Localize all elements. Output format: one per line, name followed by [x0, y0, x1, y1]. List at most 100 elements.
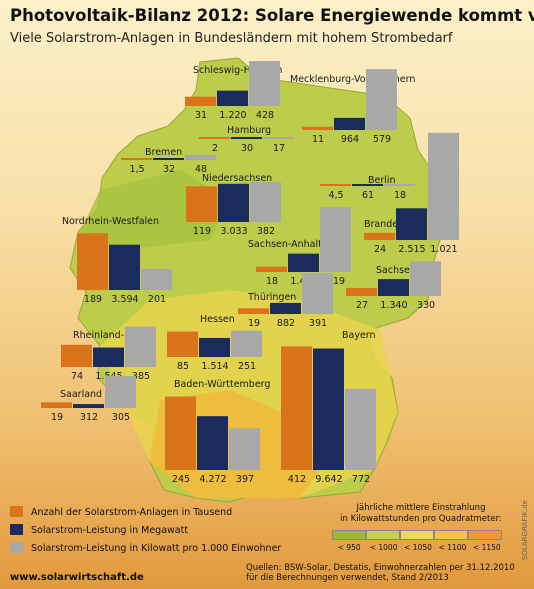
legend-swatch-navy [10, 524, 23, 535]
state-8-bar-1 [288, 253, 319, 272]
irradiation-label-2: < 1050 [404, 543, 432, 552]
state-14-bar-0 [281, 346, 312, 470]
irradiation-label-4: < 1150 [472, 543, 501, 552]
irradiation-title-line1: Jährliche mittlere Einstrahlung [356, 503, 486, 513]
state-7-bar-0 [77, 233, 108, 290]
state-14-bar-1 [313, 348, 344, 470]
state-10-value-0: 19 [248, 318, 260, 329]
irradiation-title-line2: in Kilowattstunden pro Quadratmeter: [340, 514, 502, 524]
state-0-value-2: 428 [256, 110, 274, 121]
state-13-value-1: 312 [80, 412, 98, 423]
state-12-value-2: 385 [132, 371, 150, 382]
state-9-bar-2 [410, 261, 441, 296]
state-5-value-1: 3.033 [220, 226, 247, 237]
legend-entry-power: Solarstrom-Leistung in Megawatt [10, 524, 188, 536]
state-0-bar-0 [185, 96, 216, 106]
state-9-bar-1 [378, 279, 409, 296]
state-6-value-2: 1.021 [430, 244, 457, 255]
state-14-value-0: 412 [288, 474, 306, 485]
state-6-value-0: 24 [374, 244, 386, 255]
sources-line1: Quellen: BSW-Solar, Destatis, Einwohnerz… [246, 563, 515, 573]
state-9-label: Sachsen [376, 265, 416, 276]
state-10-value-2: 391 [309, 318, 327, 329]
website-link[interactable]: www.solarwirtschaft.de [10, 572, 144, 583]
state-1-label: Mecklenburg-Vorpommern [290, 74, 415, 85]
state-14-label: Bayern [342, 330, 376, 341]
state-5-value-2: 382 [257, 226, 275, 237]
state-4-bar-0 [320, 184, 351, 186]
state-2-bar-0 [199, 137, 230, 139]
legend-swatch-gray [10, 542, 23, 553]
state-4-value-2: 18 [394, 190, 406, 201]
state-2-label: Hamburg [227, 125, 271, 136]
state-4-label: Berlin [368, 175, 396, 186]
state-1-bar-2 [366, 69, 397, 130]
state-7-value-1: 3.594 [111, 294, 138, 305]
state-2-bar-1 [231, 137, 262, 139]
state-6-value-1: 2.515 [398, 244, 425, 255]
sources-note: Quellen: BSW-Solar, Destatis, Einwohnerz… [246, 563, 515, 583]
state-15-value-2: 397 [236, 474, 254, 485]
state-11-bar-1 [199, 337, 230, 357]
state-12-bar-2 [125, 326, 156, 367]
state-3-value-1: 32 [163, 164, 175, 175]
state-11-bar-2 [231, 330, 262, 357]
state-2-bar-2 [263, 137, 294, 139]
state-7-value-2: 201 [148, 294, 166, 305]
state-6-bar-1 [396, 208, 427, 240]
bar-groups: Schleswig-Holstein 31 1.220 428 Mecklenburg-… [41, 61, 459, 485]
state-0-value-0: 31 [195, 110, 207, 121]
state-8-value-2: 619 [327, 276, 345, 287]
state-8-label: Sachsen-Anhalt [248, 239, 322, 250]
sources-line2: für die Berechnungen verwendet, Stand 2/… [246, 573, 449, 583]
state-5-bar-0 [186, 186, 217, 222]
state-11-value-0: 85 [177, 361, 189, 372]
state-3-value-0: 1,5 [129, 164, 144, 175]
state-7-bar-2 [141, 268, 172, 290]
state-14-value-2: 772 [352, 474, 370, 485]
state-13-value-0: 19 [51, 412, 63, 423]
state-15-bar-0 [165, 396, 196, 470]
state-3-bar-0 [121, 158, 152, 160]
irradiation-swatch-1 [366, 530, 400, 540]
state-8-bar-2 [320, 207, 351, 272]
state-4-bar-1 [352, 184, 383, 186]
state-13-label: Saarland [60, 389, 102, 400]
state-5-value-0: 119 [193, 226, 211, 237]
state-9-value-0: 27 [356, 300, 368, 311]
legend-swatch-orange [10, 506, 23, 517]
state-11-bar-0 [167, 331, 198, 357]
state-1-bar-0 [302, 126, 333, 130]
state-5-bar-1 [218, 183, 249, 222]
state-5-label: Niedersachsen [202, 173, 272, 184]
state-13-value-2: 305 [112, 412, 130, 423]
irradiation-legend-title: Jährliche mittlere Einstrahlung in Kilow… [326, 503, 516, 525]
irradiation-swatch-4 [468, 530, 502, 540]
state-3-bar-2 [185, 154, 216, 160]
state-12-label: Rheinland-Pfalz [73, 330, 147, 341]
state-3-label: Bremen [145, 147, 182, 158]
chart-title: Photovoltaik-Bilanz 2012: Solare Energie… [10, 6, 534, 25]
state-2-value-2: 17 [273, 143, 285, 154]
state-5-bar-2 [250, 181, 281, 222]
state-15-bar-1 [197, 416, 228, 470]
state-13-bar-2 [105, 375, 136, 408]
legend-label-installations: Anzahl der Solarstrom-Anlagen in Tausend [31, 507, 233, 518]
state-2-value-1: 30 [241, 143, 253, 154]
state-6-label: Brandenburg [364, 219, 426, 230]
state-1-value-2: 579 [373, 134, 391, 145]
state-0-label: Schleswig-Holstein [193, 65, 282, 76]
state-10-bar-1 [270, 302, 301, 314]
state-4-value-0: 4,5 [328, 190, 343, 201]
state-13-bar-1 [73, 404, 104, 408]
state-9-bar-0 [346, 287, 377, 296]
state-15-value-1: 4.272 [199, 474, 226, 485]
state-15-label: Baden-Württemberg [174, 379, 270, 390]
state-1-value-1: 964 [341, 134, 359, 145]
irradiation-color-scale [332, 530, 502, 540]
state-7-label: Nordrhein-Westfalen [62, 216, 159, 227]
credit-text: SOLARGRAFIK.de [521, 500, 529, 561]
state-14-value-1: 9.642 [315, 474, 342, 485]
state-3-value-2: 48 [195, 164, 207, 175]
state-1-value-0: 11 [312, 134, 324, 145]
